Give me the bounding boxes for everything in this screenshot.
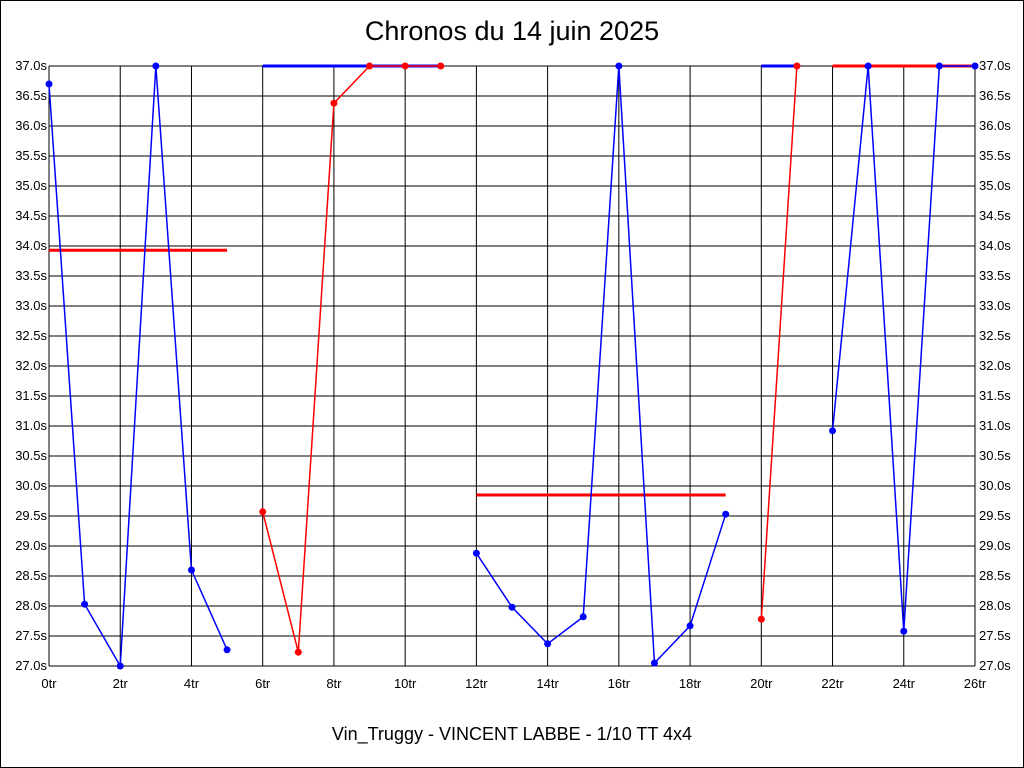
data-point: [259, 508, 267, 516]
data-point: [116, 662, 124, 670]
y-tick-label-left: 37.0s: [15, 58, 47, 73]
y-tick-label-right: 30.5s: [979, 448, 1011, 463]
data-point: [472, 549, 480, 557]
data-point: [935, 62, 943, 70]
data-point: [152, 62, 160, 70]
x-tick-label: 20tr: [750, 676, 773, 691]
y-tick-label-left: 35.0s: [15, 178, 47, 193]
data-point: [508, 603, 516, 611]
y-tick-label-right: 36.0s: [979, 118, 1011, 133]
y-tick-label-left: 27.5s: [15, 628, 47, 643]
data-point: [366, 62, 374, 70]
y-tick-label-left: 30.5s: [15, 448, 47, 463]
x-tick-label: 8tr: [326, 676, 342, 691]
y-tick-label-right: 28.5s: [979, 568, 1011, 583]
data-point: [793, 62, 801, 70]
y-tick-label-right: 32.0s: [979, 358, 1011, 373]
series-line: [48, 65, 228, 669]
y-tick-label-right: 35.5s: [979, 148, 1011, 163]
y-tick-label-right: 27.5s: [979, 628, 1011, 643]
data-point: [81, 600, 89, 608]
x-tick-label: 26tr: [964, 676, 987, 691]
x-tick-label: 6tr: [255, 676, 271, 691]
y-tick-label-left: 31.5s: [15, 388, 47, 403]
data-point: [615, 62, 623, 70]
y-tick-label-left: 33.5s: [15, 268, 47, 283]
data-point: [579, 613, 587, 621]
x-tick-label: 4tr: [184, 676, 200, 691]
y-tick-label-left: 32.0s: [15, 358, 47, 373]
data-point: [330, 99, 338, 107]
data-point: [971, 62, 979, 70]
y-tick-label-left: 33.0s: [15, 298, 47, 313]
y-tick-label-right: 32.5s: [979, 328, 1011, 343]
data-point: [187, 566, 195, 574]
data-point: [686, 622, 694, 630]
x-tick-label: 22tr: [821, 676, 844, 691]
x-tick-label: 16tr: [608, 676, 631, 691]
y-tick-label-right: 30.0s: [979, 478, 1011, 493]
data-point: [437, 62, 445, 70]
y-tick-label-right: 37.0s: [979, 58, 1011, 73]
data-point: [650, 659, 658, 667]
series-line: [475, 65, 727, 665]
chart-title: Chronos du 14 juin 2025: [364, 16, 660, 46]
series-line: [261, 65, 441, 653]
y-tick-label-right: 31.0s: [979, 418, 1011, 433]
data-point: [757, 615, 765, 623]
data-point: [45, 80, 53, 88]
y-tick-label-left: 30.0s: [15, 478, 47, 493]
data-point: [829, 427, 837, 435]
y-tick-label-right: 35.0s: [979, 178, 1011, 193]
y-tick-label-left: 28.0s: [15, 598, 47, 613]
horizontal-lines-layer: [49, 64, 975, 497]
data-point: [401, 62, 409, 70]
series-line: [760, 65, 798, 620]
x-tick-label: 0tr: [41, 676, 57, 691]
y-tick-label-left: 36.5s: [15, 88, 47, 103]
y-tick-label-left: 35.5s: [15, 148, 47, 163]
y-tick-label-right: 33.0s: [979, 298, 1011, 313]
y-tick-label-left: 29.5s: [15, 508, 47, 523]
y-tick-label-right: 36.5s: [979, 88, 1011, 103]
x-tick-label: 12tr: [465, 676, 488, 691]
chart-footer: Vin_Truggy - VINCENT LABBE - 1/10 TT 4x4: [331, 724, 693, 744]
x-tick-label: 14tr: [536, 676, 559, 691]
y-tick-label-left: 32.5s: [15, 328, 47, 343]
data-point: [864, 62, 872, 70]
y-tick-label-left: 34.0s: [15, 238, 47, 253]
x-tick-label: 18tr: [679, 676, 702, 691]
data-point: [223, 646, 231, 654]
y-tick-label-right: 33.5s: [979, 268, 1011, 283]
y-tick-label-right: 34.0s: [979, 238, 1011, 253]
data-point: [294, 648, 302, 656]
grid-layer: [48, 65, 976, 667]
y-tick-label-left: 34.5s: [15, 208, 47, 223]
series-layer: [45, 62, 979, 670]
y-tick-label-left: 27.0s: [15, 658, 47, 673]
y-tick-label-right: 29.0s: [979, 538, 1011, 553]
y-tick-label-right: 34.5s: [979, 208, 1011, 223]
tick-labels-layer: 27.0s 27.0s 27.5s 27.5s 28.0s 28.0s 28.5s 28.5s…: [15, 58, 1011, 691]
data-point: [544, 640, 552, 648]
x-tick-label: 2tr: [113, 676, 129, 691]
data-point: [722, 510, 730, 518]
y-tick-label-left: 28.5s: [15, 568, 47, 583]
y-tick-label-left: 31.0s: [15, 418, 47, 433]
x-tick-label: 24tr: [893, 676, 916, 691]
y-tick-label-right: 28.0s: [979, 598, 1011, 613]
y-tick-label-right: 31.5s: [979, 388, 1011, 403]
y-tick-label-left: 36.0s: [15, 118, 47, 133]
data-point: [900, 627, 908, 635]
y-tick-label-left: 29.0s: [15, 538, 47, 553]
y-tick-label-right: 29.5s: [979, 508, 1011, 523]
x-tick-label: 10tr: [394, 676, 417, 691]
y-tick-label-right: 27.0s: [979, 658, 1011, 673]
